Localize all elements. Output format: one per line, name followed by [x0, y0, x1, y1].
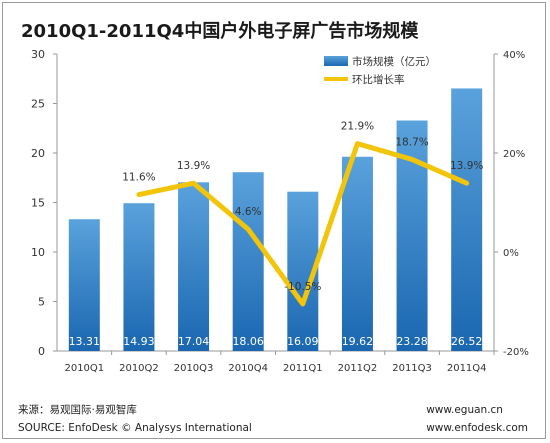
growth-rate-label: 11.6%	[122, 172, 155, 184]
x-tick-label: 2010Q1	[64, 363, 104, 374]
y-right-tick-label: 0%	[503, 248, 519, 259]
url-eguan[interactable]: www.eguan.cn	[426, 404, 503, 416]
y-left-tick-label: 15	[31, 197, 45, 210]
bar	[232, 172, 264, 351]
bar-value-label: 26.52	[451, 335, 483, 348]
y-left-tick-label: 25	[31, 98, 45, 111]
x-tick-label: 2010Q2	[119, 363, 159, 374]
growth-rate-label: 21.9%	[341, 121, 374, 133]
y-left-tick-label: 5	[38, 296, 45, 309]
website-links: www.eguan.cn www.enfodesk.com	[426, 401, 528, 437]
bar-value-label: 17.04	[178, 335, 210, 348]
bar-value-label: 16.09	[287, 335, 319, 348]
bar	[178, 182, 210, 351]
bar-value-label: 14.93	[123, 335, 155, 348]
bar-value-label: 19.62	[342, 335, 374, 348]
legend-swatch-bar	[324, 56, 348, 66]
growth-rate-label: -10.5%	[284, 281, 321, 293]
growth-rate-label: 4.6%	[235, 206, 262, 218]
source-note: 来源：易观国际·易观智库 SOURCE: EnfoDesk © Analysys…	[18, 401, 252, 437]
growth-rate-label: 13.9%	[450, 160, 483, 172]
growth-rate-label: 13.9%	[177, 160, 210, 172]
x-tick-label: 2011Q4	[447, 363, 487, 374]
bar	[451, 88, 483, 352]
x-tick-label: 2011Q2	[338, 363, 378, 374]
y-left-tick-label: 10	[31, 246, 45, 259]
y-left-tick-label: 20	[31, 147, 45, 160]
legend-label-bar: 市场规模（亿元）	[352, 55, 436, 68]
source-cn: 来源：易观国际·易观智库	[18, 404, 137, 416]
growth-rate-label: 18.7%	[395, 136, 428, 148]
bar	[123, 203, 155, 351]
x-tick-label: 2011Q3	[392, 363, 432, 374]
bar	[68, 219, 100, 351]
chart-title: 2010Q1-2011Q4中国户外电子屏广告市场规模	[21, 21, 419, 42]
source-en: SOURCE: EnfoDesk © Analysys Internationa…	[18, 422, 252, 434]
x-tick-label: 2010Q3	[174, 363, 214, 374]
y-right-tick-label: 40%	[503, 50, 525, 61]
bar-value-label: 18.06	[232, 335, 264, 348]
bar	[341, 156, 373, 351]
y-right-tick-label: -20%	[503, 347, 529, 358]
x-tick-label: 2010Q4	[228, 363, 268, 374]
bar-value-label: 13.31	[69, 335, 101, 348]
y-right-tick-label: 20%	[503, 149, 525, 160]
bar-value-label: 23.28	[396, 335, 428, 348]
legend-label-line: 环比增长率	[352, 73, 405, 86]
y-left-tick-label: 0	[38, 345, 45, 358]
y-left-tick-label: 30	[31, 48, 45, 61]
url-enfodesk[interactable]: www.enfodesk.com	[426, 422, 528, 434]
growth-rate-line	[136, 141, 470, 307]
x-tick-label: 2011Q1	[283, 363, 323, 374]
